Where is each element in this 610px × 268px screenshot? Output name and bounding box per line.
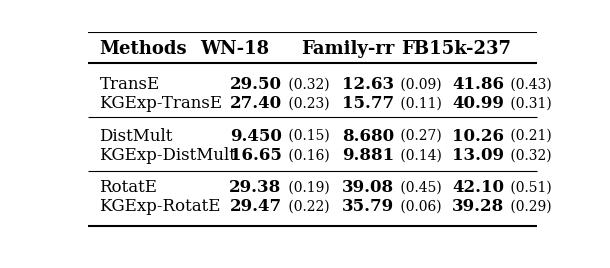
Text: (0.09): (0.09) — [396, 77, 442, 91]
Text: (0.51): (0.51) — [506, 181, 552, 195]
Text: 41.86: 41.86 — [452, 76, 504, 93]
Text: 10.26: 10.26 — [452, 128, 504, 145]
Text: (0.11): (0.11) — [396, 97, 442, 111]
Text: 39.28: 39.28 — [452, 198, 504, 215]
Text: 16.65: 16.65 — [230, 147, 282, 164]
Text: 8.680: 8.680 — [342, 128, 394, 145]
Text: WN-18: WN-18 — [201, 40, 270, 58]
Text: 29.38: 29.38 — [229, 179, 282, 196]
Text: 13.09: 13.09 — [452, 147, 504, 164]
Text: Family-rr: Family-rr — [301, 40, 394, 58]
Text: (0.32): (0.32) — [284, 77, 329, 91]
Text: 40.99: 40.99 — [452, 95, 504, 112]
Text: (0.43): (0.43) — [506, 77, 552, 91]
Text: KGExp-TransE: KGExp-TransE — [99, 95, 223, 112]
Text: Methods: Methods — [99, 40, 187, 58]
Text: 39.08: 39.08 — [342, 179, 394, 196]
Text: FB15k-237: FB15k-237 — [401, 40, 511, 58]
Text: 29.50: 29.50 — [229, 76, 282, 93]
Text: 9.881: 9.881 — [342, 147, 394, 164]
Text: 29.47: 29.47 — [229, 198, 282, 215]
Text: (0.23): (0.23) — [284, 97, 329, 111]
Text: KGExp-DistMult: KGExp-DistMult — [99, 147, 237, 164]
Text: (0.21): (0.21) — [506, 129, 552, 143]
Text: 35.79: 35.79 — [342, 198, 394, 215]
Text: (0.06): (0.06) — [396, 200, 442, 214]
Text: 27.40: 27.40 — [229, 95, 282, 112]
Text: RotatE: RotatE — [99, 179, 157, 196]
Text: 15.77: 15.77 — [342, 95, 394, 112]
Text: (0.22): (0.22) — [284, 200, 329, 214]
Text: 42.10: 42.10 — [452, 179, 504, 196]
Text: 12.63: 12.63 — [342, 76, 394, 93]
Text: (0.15): (0.15) — [284, 129, 329, 143]
Text: (0.19): (0.19) — [284, 181, 329, 195]
Text: KGExp-RotatE: KGExp-RotatE — [99, 198, 221, 215]
Text: (0.45): (0.45) — [396, 181, 442, 195]
Text: (0.16): (0.16) — [284, 148, 329, 162]
Text: (0.29): (0.29) — [506, 200, 552, 214]
Text: (0.27): (0.27) — [396, 129, 442, 143]
Text: 9.450: 9.450 — [230, 128, 282, 145]
Text: (0.32): (0.32) — [506, 148, 552, 162]
Text: DistMult: DistMult — [99, 128, 173, 145]
Text: (0.14): (0.14) — [396, 148, 442, 162]
Text: TransE: TransE — [99, 76, 160, 93]
Text: (0.31): (0.31) — [506, 97, 552, 111]
